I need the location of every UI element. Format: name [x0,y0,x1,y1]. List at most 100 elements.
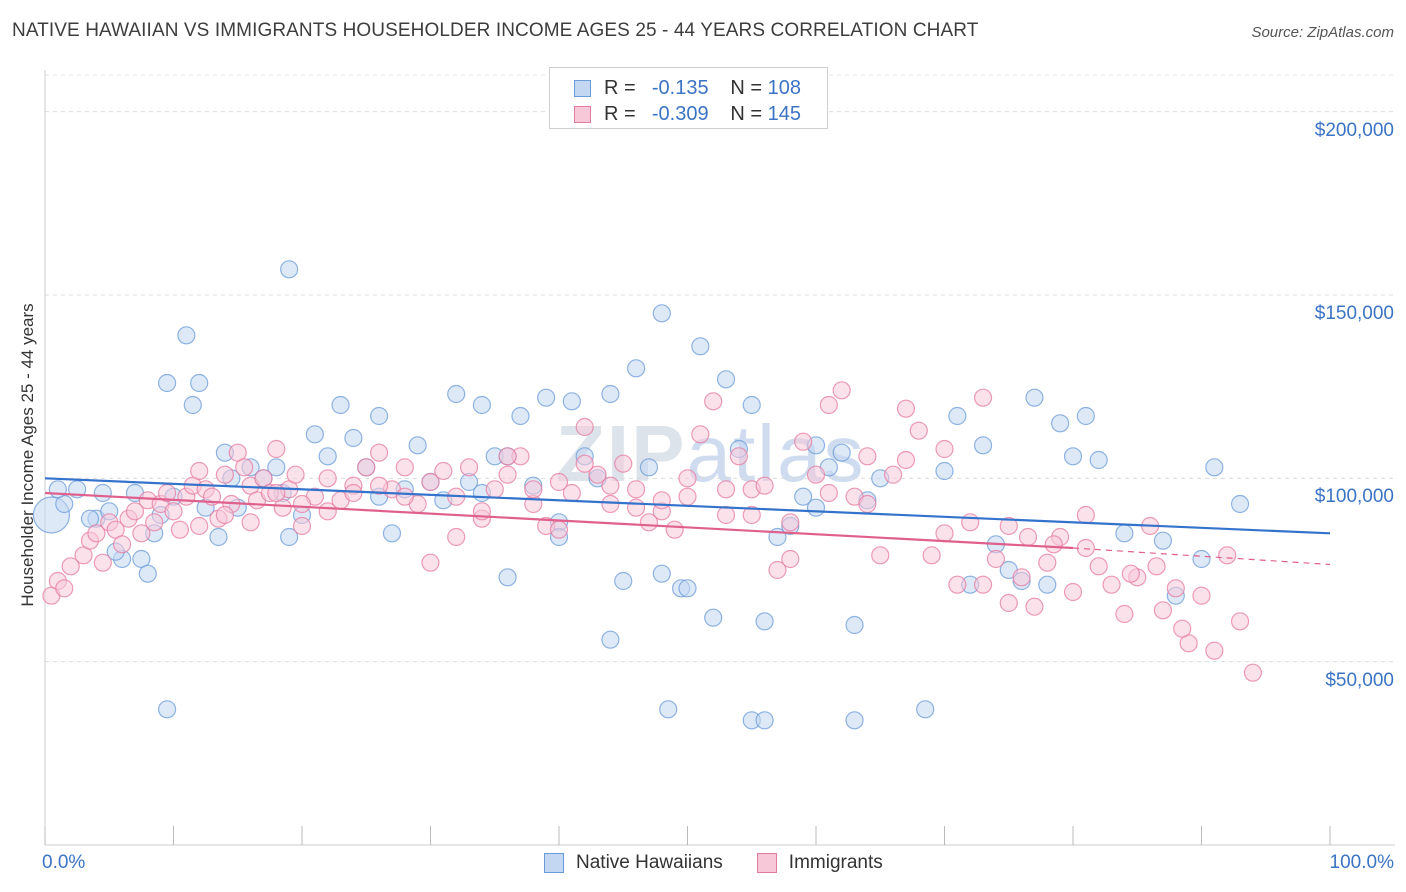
native-hawaiian-point [447,384,466,404]
immigrant-point [986,549,1006,569]
native-hawaiian-point [157,700,177,719]
immigrant-point [858,494,877,514]
immigrant-point [999,593,1018,613]
x-tick-min: 0.0% [42,852,86,873]
immigrant-point [973,388,993,407]
immigrant-point [241,513,260,532]
native-hawaiian-point [755,612,774,631]
immigrant-point [652,491,671,510]
legend-label: Immigrants [788,852,883,873]
legend-swatch-blue [574,79,591,97]
immigrant-point [421,472,440,492]
native-hawaiian-point [916,700,935,719]
native-hawaiian-point [845,615,864,635]
immigrant-point [896,399,916,418]
native-hawaiian-point [659,700,678,719]
native-hawaiian-trend [44,477,1331,535]
immigrant-point [1121,564,1140,583]
immigrant-point [235,458,254,477]
immigrant-point [1230,612,1250,631]
native-hawaiian-point [935,461,954,481]
native-hawaiian-point [614,571,633,591]
native-hawaiian-point [93,483,112,503]
immigrant-point [729,447,749,466]
source-label: Source: ZipAtlas.com [1251,24,1394,41]
native-hawaiian-point [845,711,864,730]
native-hawaiian-point [138,564,157,583]
immigrant-point [370,443,389,462]
native-hawaiian-point [652,564,671,583]
immigrant-point [132,524,151,543]
native-hawaiian-point [408,436,427,455]
immigrant-point [1115,604,1134,624]
immigrant-point [999,516,1018,536]
immigrant-point [922,546,941,565]
immigrant-point [170,520,190,539]
immigrant-point [858,447,877,466]
r-label: R = [604,102,636,125]
immigrant-point [267,439,286,459]
legend-item-native-hawaiians: Native Hawaiians [544,852,723,874]
immigrant-point [498,447,517,466]
immigrant-point [145,513,164,532]
y-tick-label: $150,000 [1314,303,1394,324]
immigrant-point [459,458,479,477]
native-hawaiian-point [498,568,517,587]
immigrant-point [742,505,761,525]
immigrant-point [215,505,234,525]
native-hawaiian-point [562,392,581,411]
immigrant-point [1166,579,1185,598]
immigrant-point [1044,535,1063,554]
immigrant-point [292,516,312,536]
native-hawaiian-point [331,395,350,415]
native-hawaiian-point [1205,458,1224,477]
immigrant-point [61,557,80,576]
immigrant-point [1018,527,1038,547]
native-hawaiian-point [370,406,389,426]
immigrant-point [704,392,723,411]
immigrant-point [1089,557,1108,576]
immigrant-point [819,395,838,415]
native-hawaiian-point [755,711,774,730]
r-value: -0.309 [651,102,709,125]
immigrant-point [164,502,183,521]
native-hawaiian-point [691,337,710,356]
immigrant-point [768,560,787,580]
immigrant-point [318,469,337,488]
immigrant-point [832,381,851,400]
native-hawaiian-point [472,395,491,415]
immigrant-point [1192,586,1211,605]
immigrant-point [1063,582,1083,602]
immigrant-point [524,480,543,499]
immigrant-point [292,494,312,514]
immigrant-point [781,549,800,569]
native-hawaiian-point [1025,388,1044,407]
native-hawaiian-point [382,524,402,543]
native-hawaiian-point [157,373,177,393]
immigrant-point [421,553,440,572]
native-hawaiian-point [1038,575,1057,594]
immigrant-trend [44,491,1074,550]
immigrant-point [498,465,517,484]
immigrant-point [691,425,710,444]
native-hawaiian-point [280,527,299,547]
immigrant-point [883,465,903,484]
immigrant-point [575,454,594,473]
axes [44,70,1395,846]
native-hawaiian-point [948,406,967,426]
immigrant-point [215,465,234,484]
immigrant-point [93,553,112,572]
immigrant-point [549,472,569,492]
native-hawaiian-point [973,436,993,455]
native-hawaiian-point [177,326,196,345]
native-hawaiian-point [652,304,671,323]
native-hawaiian-point [832,443,851,462]
immigrant-point [973,575,993,594]
native-hawaiian-point [1153,531,1173,550]
y-tick-label: $50,000 [1325,669,1394,691]
native-hawaiian-point [1051,414,1070,433]
immigrant-point [678,469,697,488]
native-hawaiian-point [1076,406,1095,426]
native-hawaiian-point [601,630,620,649]
immigrant-point [286,465,305,484]
